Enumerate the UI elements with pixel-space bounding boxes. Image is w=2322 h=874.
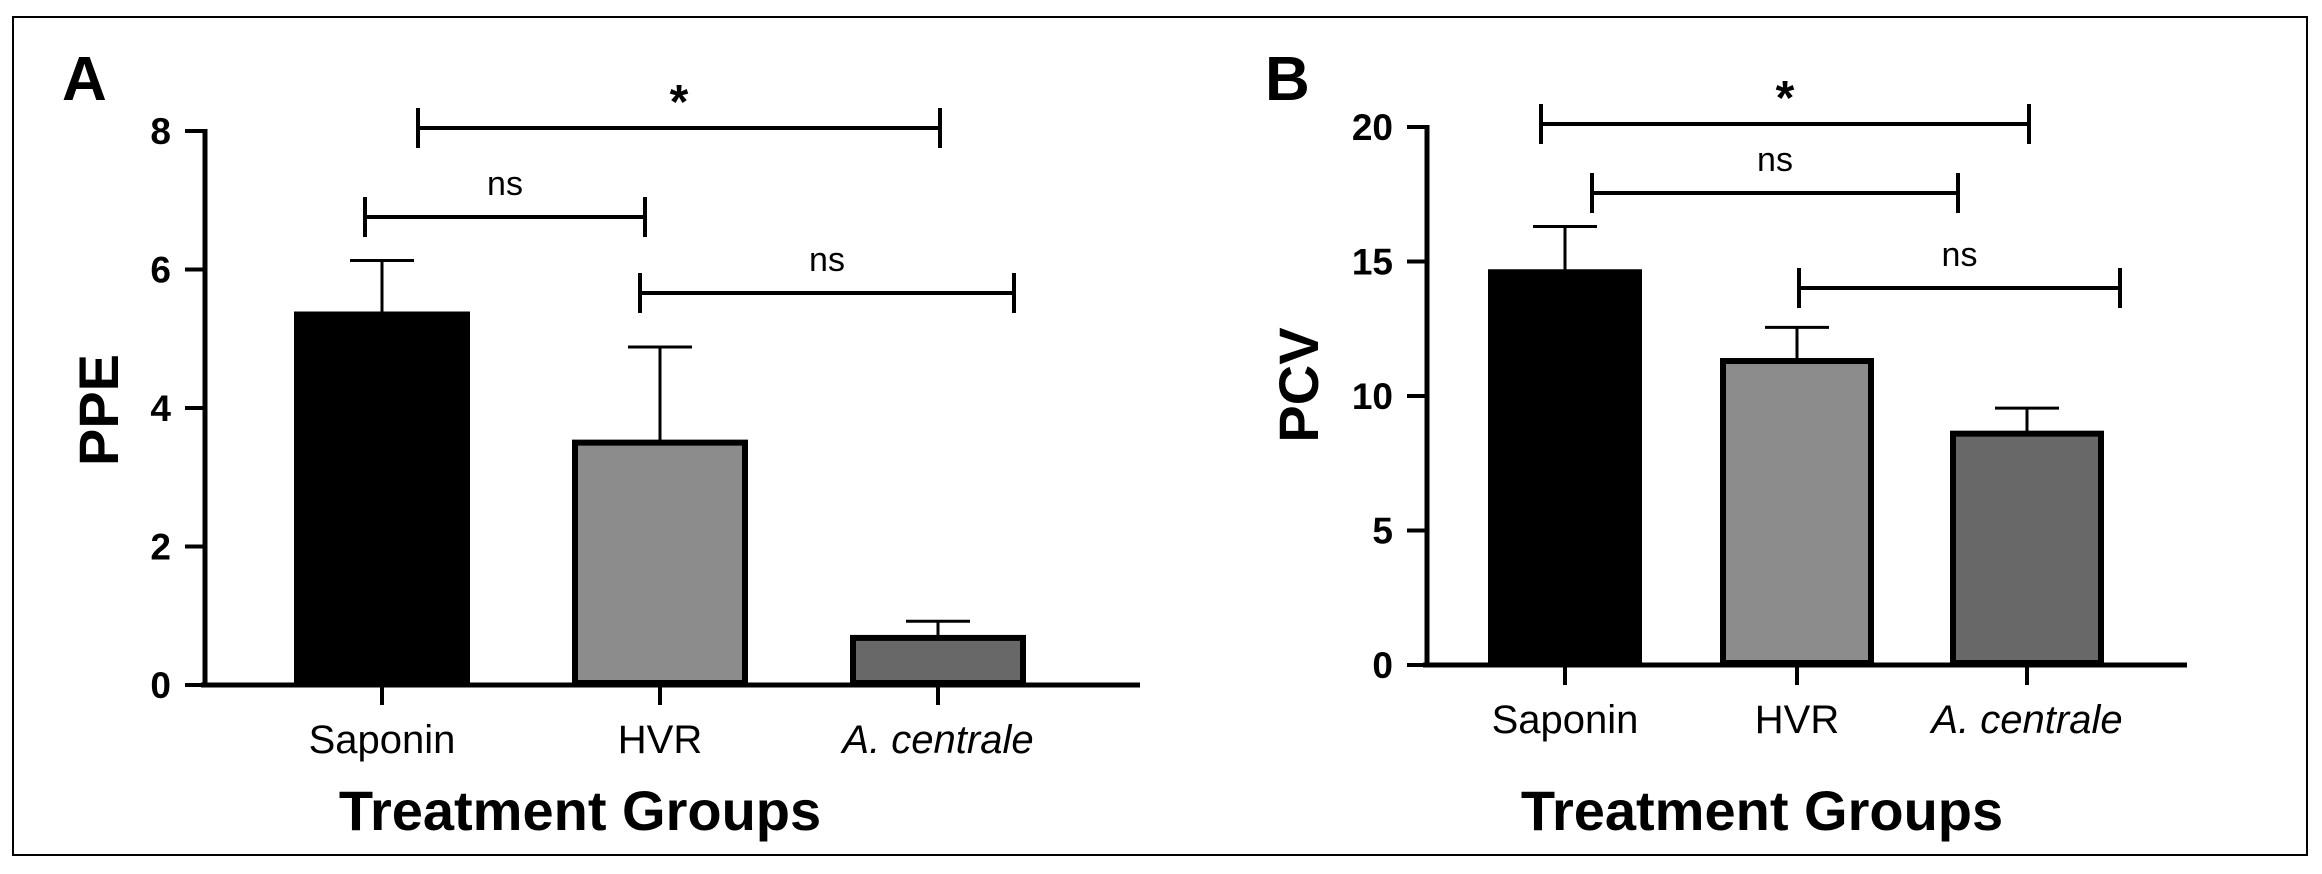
panel-b-y-tick-label: 15 — [1352, 242, 1393, 283]
panel-a-y-tick-label: 4 — [150, 388, 171, 429]
panel-b-y-tick-label: 10 — [1352, 376, 1393, 417]
panel-a-category-label-a-centrale: A. centrale — [840, 718, 1033, 762]
panel-a-sig-label: ns — [487, 165, 523, 203]
panel-a-category-label-hvr: HVR — [618, 718, 702, 762]
panel-b-sig-label: ns — [1942, 236, 1978, 274]
panel-b-y-axis-label: PCV — [1267, 327, 1330, 442]
panel-a-bar-a-centrale — [850, 634, 1026, 686]
panel-b-y-tick-label: 0 — [1372, 645, 1393, 686]
panel-b-category-label-a-centrale: A. centrale — [1929, 698, 2122, 742]
panel-a-y-tick-label: 8 — [150, 111, 171, 152]
panel-b-x-axis-label: Treatment Groups — [1521, 779, 2003, 842]
panel-a-y-tick-label: 2 — [150, 527, 171, 568]
panel-a-category-label-saponin: Saponin — [309, 718, 456, 762]
panel-b-y-tick-label: 5 — [1372, 511, 1393, 552]
panel-b-y-tick-label: 20 — [1352, 107, 1393, 148]
panel-b-category-label-hvr: HVR — [1755, 698, 1839, 742]
panel-a-sig-label: * — [670, 76, 689, 129]
panel-a-sig-label: ns — [809, 241, 845, 279]
panel-a-label: A — [62, 45, 107, 114]
panel-b-category-label-saponin: Saponin — [1492, 698, 1639, 742]
figure-frame — [12, 16, 2308, 856]
panel-b-label: B — [1265, 45, 1310, 114]
panel-a-chart: Saponin HVR A. centrale 0 2 4 6 8 * ns ns — [150, 76, 1140, 762]
panel-a-y-tick-label: 6 — [150, 250, 171, 291]
panel-a-y-axis-label: PPE — [67, 354, 130, 466]
panel-b-bar-a-centrale — [1950, 430, 2104, 666]
panel-a-bar-saponin — [294, 311, 470, 686]
panel-b-sig-label: ns — [1757, 141, 1793, 179]
panel-a-y-tick-label: 0 — [150, 665, 171, 706]
panel-a-bar-hvr — [572, 439, 748, 686]
panel-b-bar-hvr — [1720, 358, 1874, 666]
panel-b-sig-label: * — [1776, 72, 1795, 125]
panel-b-bar-saponin — [1488, 269, 1642, 666]
panel-b-chart: Saponin HVR A. centrale 0 5 10 15 20 * ns ns — [1352, 72, 2187, 742]
panel-a-x-axis-label: Treatment Groups — [339, 779, 821, 842]
